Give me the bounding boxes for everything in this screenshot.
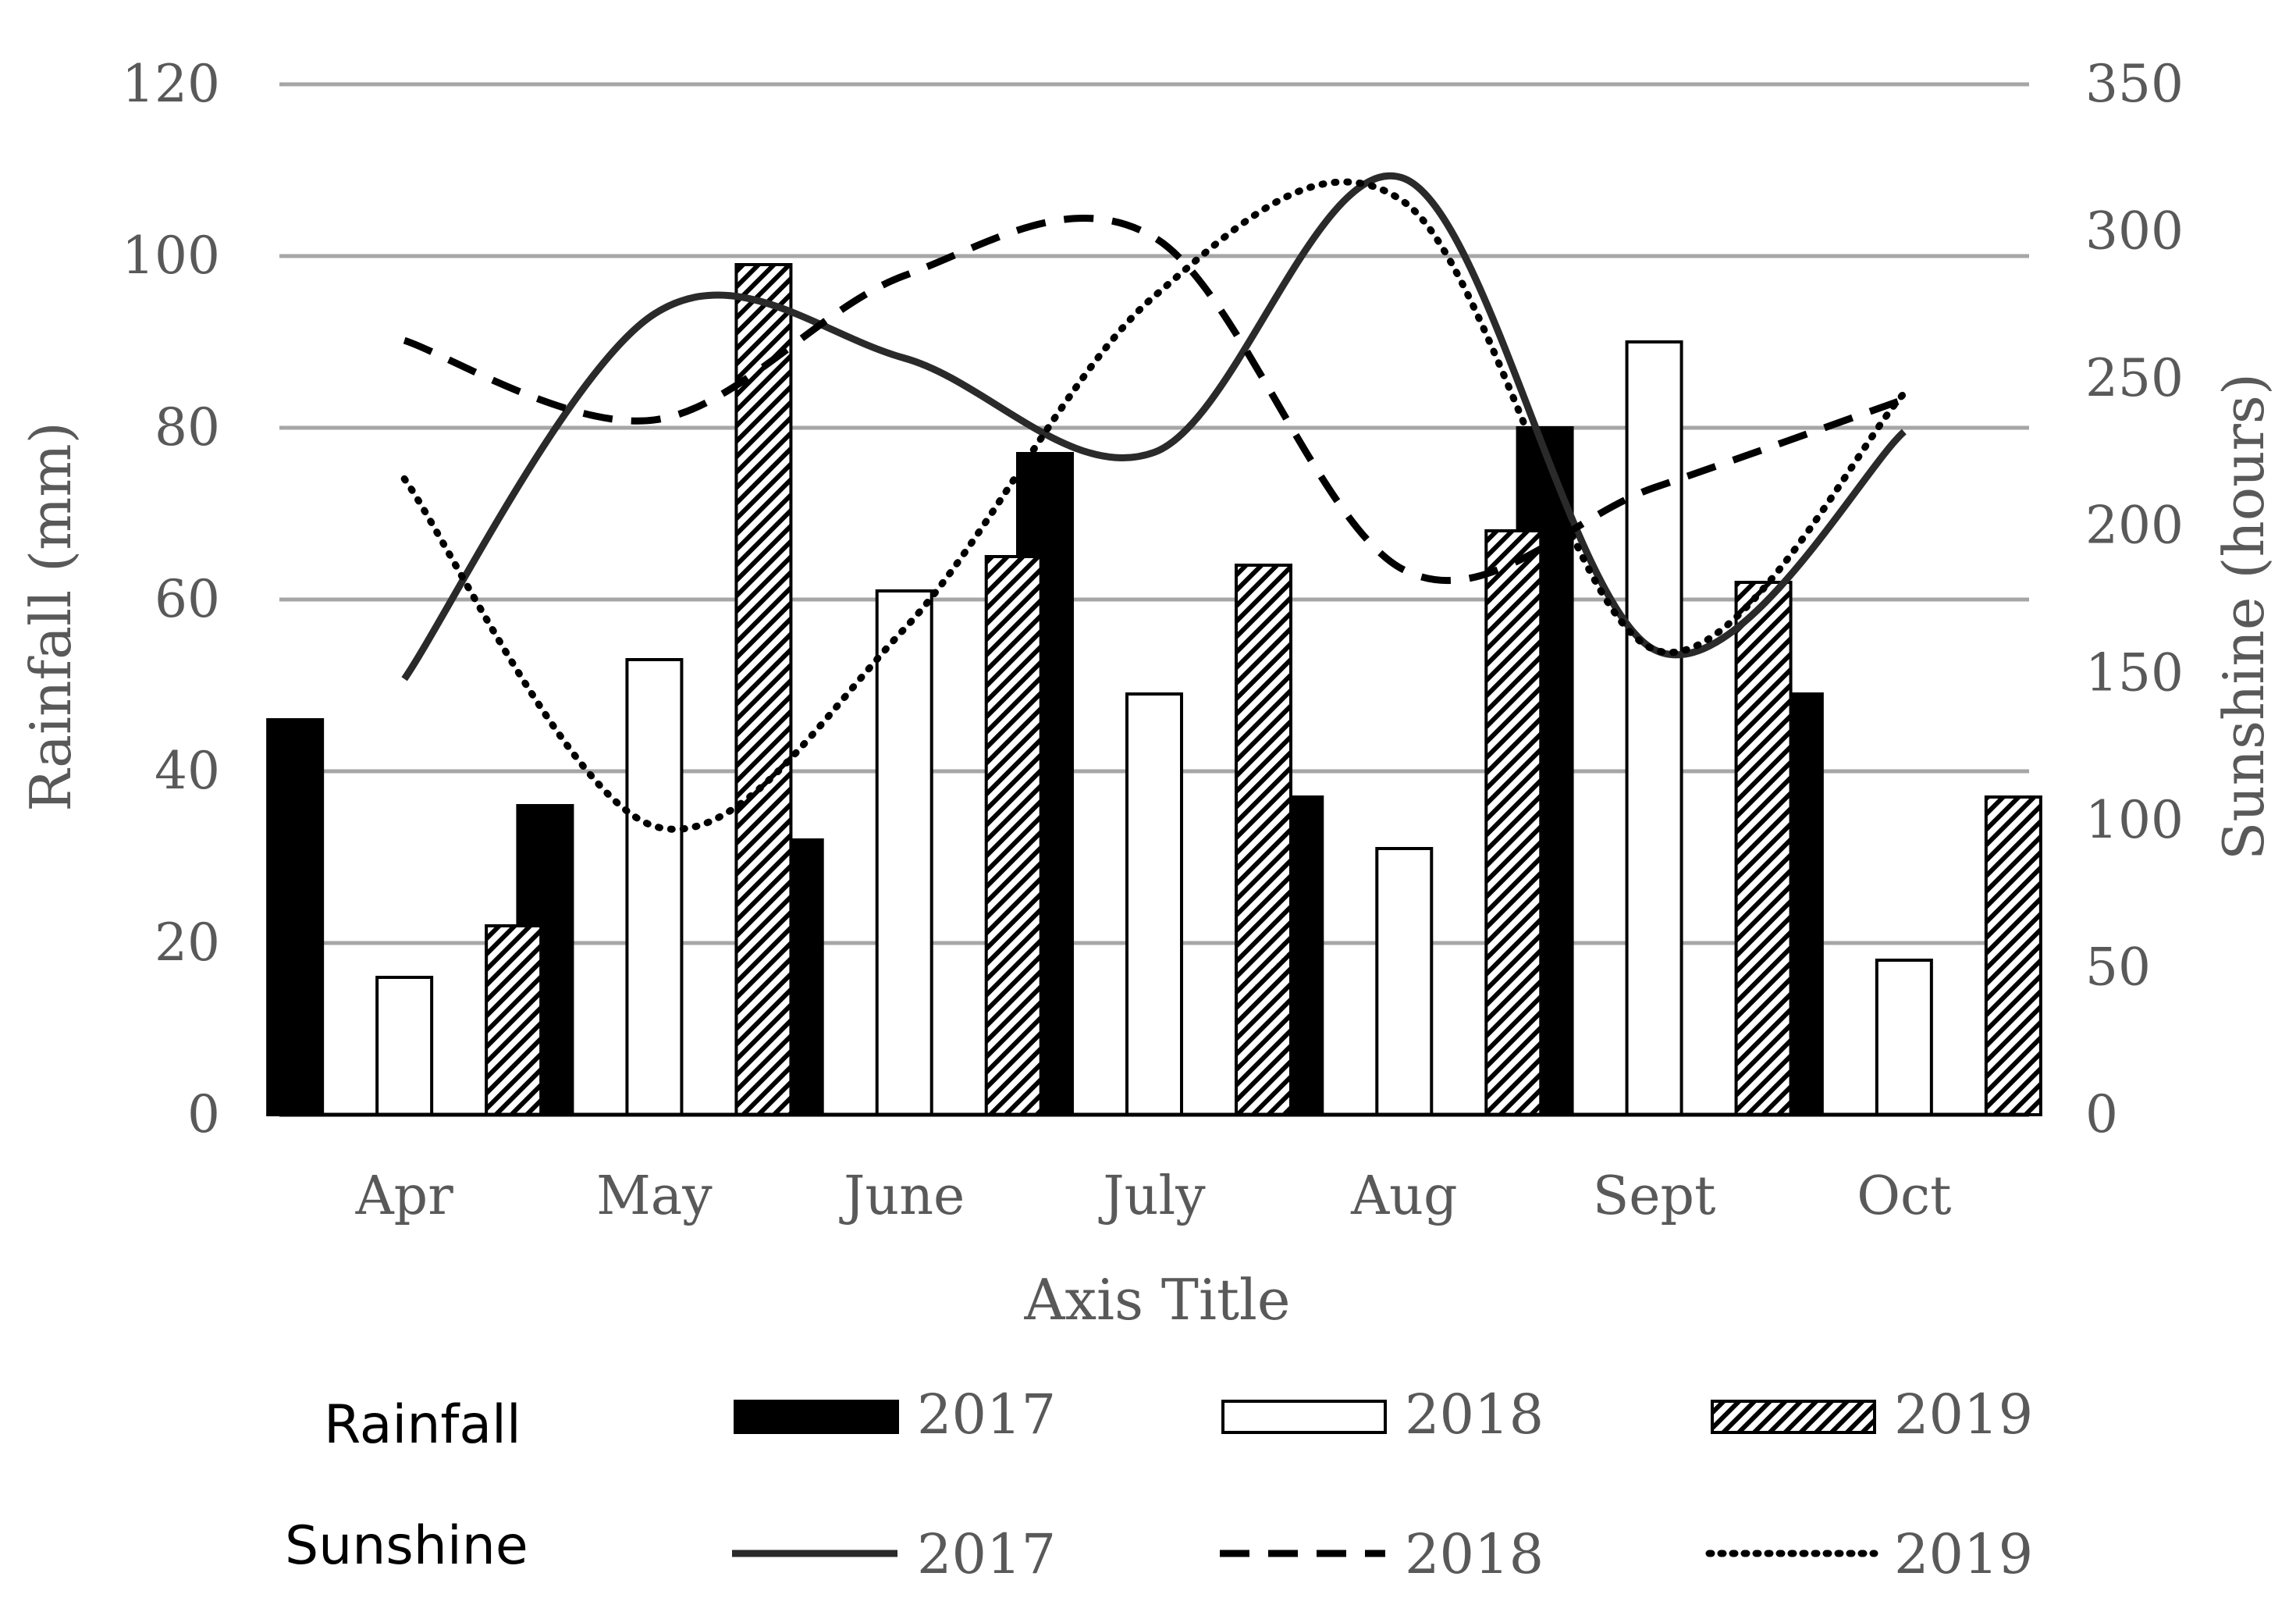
y2-tick-label: 50 xyxy=(2085,937,2151,997)
bars xyxy=(266,263,2042,1116)
x-tick-label: May xyxy=(596,1165,713,1227)
axes: 0 20 40 60 80 100 120 0 50 100 150 200 250 300 350 Apr M… xyxy=(122,54,2184,1227)
y-tick-label: 60 xyxy=(155,569,220,629)
y2-tick-label: 100 xyxy=(2085,790,2184,850)
legend-label-sun-2019: 2019 xyxy=(1894,1522,2033,1586)
bar-2018 xyxy=(1875,959,1933,1116)
y2-tick-label: 200 xyxy=(2085,496,2184,556)
sunshine-line-2018 xyxy=(403,215,1906,584)
legend-swatch-rain-2017 xyxy=(734,1400,899,1434)
y-tick-label: 80 xyxy=(155,397,220,457)
bar-2017 xyxy=(266,718,325,1116)
y2-tick-label: 300 xyxy=(2085,201,2184,262)
y-tick-label: 0 xyxy=(187,1084,220,1144)
bar-2019 xyxy=(1984,795,2042,1116)
bar-2018 xyxy=(1375,847,1434,1116)
legend-label-rain-2019: 2019 xyxy=(1894,1382,2033,1447)
y-tick-label: 20 xyxy=(155,913,220,973)
x-tick-label: Aug xyxy=(1350,1165,1457,1227)
x-tick-label: Apr xyxy=(355,1165,454,1227)
bar-2019 xyxy=(1235,564,1292,1116)
legend-label-rain-2018: 2018 xyxy=(1405,1382,1544,1447)
y2-axis-title: Sunshine (hours) xyxy=(2211,373,2276,860)
bar-2018 xyxy=(875,589,933,1116)
y2-tick-label: 150 xyxy=(2085,642,2184,703)
sunshine-lines xyxy=(400,172,1908,833)
bar-2018 xyxy=(1625,340,1683,1116)
legend-label-rain-2017: 2017 xyxy=(917,1382,1056,1447)
y2-tick-label: 350 xyxy=(2085,54,2184,114)
legend-swatch-rain-2018 xyxy=(1221,1400,1387,1434)
sunshine-line-2017 xyxy=(401,172,1907,681)
x-tick-label: Oct xyxy=(1857,1165,1951,1227)
legend-sunshine-group-label: Sunshine xyxy=(285,1515,528,1577)
legend: Rainfall Sunshine 2017 2018 2019 2017 20… xyxy=(285,1382,2033,1586)
bar-2018 xyxy=(375,976,434,1116)
bar-2018 xyxy=(625,658,684,1116)
bar-2019 xyxy=(1484,529,1543,1116)
legend-swatch-rain-2019 xyxy=(1711,1400,1876,1434)
x-tick-label: July xyxy=(1098,1165,1206,1227)
bar-2019 xyxy=(984,555,1043,1116)
x-axis-title: Axis Title xyxy=(1023,1267,1290,1333)
x-tick-label: June xyxy=(839,1165,965,1227)
y-axis-title: Rainfall (mm) xyxy=(18,422,84,811)
y2-tick-label: 250 xyxy=(2085,348,2184,408)
x-tick-label: Sept xyxy=(1593,1165,1716,1227)
y-tick-label: 100 xyxy=(122,226,220,286)
y-tick-label: 40 xyxy=(155,741,220,801)
y2-tick-label: 0 xyxy=(2085,1084,2118,1144)
bar-2019 xyxy=(1734,581,1793,1116)
legend-label-sun-2018: 2018 xyxy=(1405,1522,1544,1586)
bar-2018 xyxy=(1125,692,1183,1116)
bar-2019 xyxy=(485,924,543,1116)
legend-rainfall-group-label: Rainfall xyxy=(324,1394,521,1456)
y-tick-label: 120 xyxy=(122,54,220,114)
bar-2019 xyxy=(734,263,793,1116)
legend-label-sun-2017: 2017 xyxy=(917,1522,1056,1586)
